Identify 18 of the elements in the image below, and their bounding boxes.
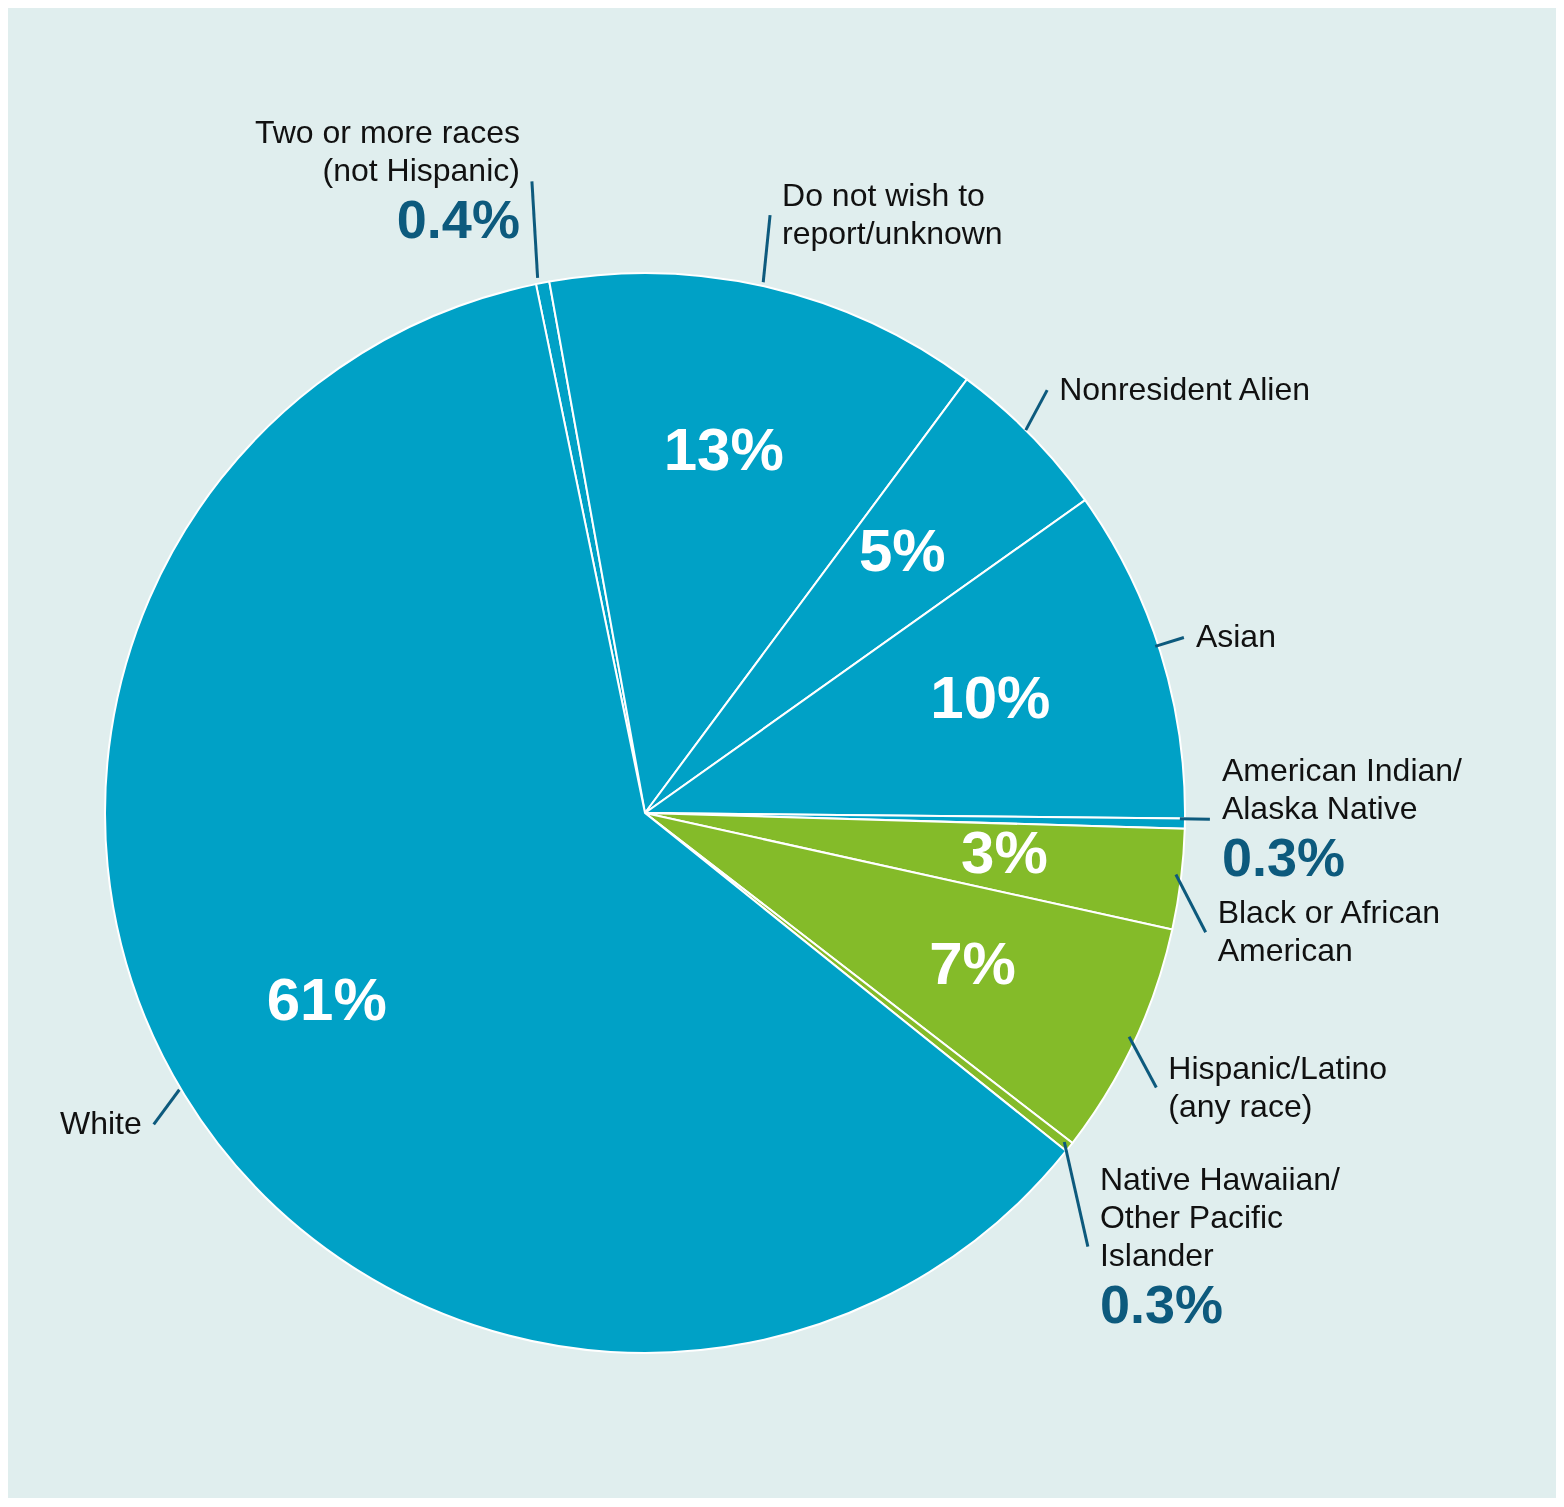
slice-label: Hispanic/Latino (any race) (1168, 1049, 1388, 1124)
slice-label: American Indian/ Alaska Native (1221, 752, 1463, 827)
data-label: 0.3% (1099, 1273, 1223, 1334)
data-label: 61% (266, 965, 387, 1033)
slice-label: Black or African American (1217, 894, 1440, 969)
data-label: 0.4% (396, 189, 520, 250)
slice-label: White (59, 1105, 142, 1142)
slice-label: Native Hawaiian/ Other Pacific Islander (1099, 1160, 1341, 1273)
data-label: 5% (858, 517, 946, 585)
slice-label: Nonresident Alien (1059, 371, 1311, 408)
data-label: 13% (663, 416, 784, 484)
data-label: 0.3% (1221, 827, 1345, 888)
data-label: 10% (930, 664, 1051, 732)
data-label: 7% (929, 929, 1016, 997)
slice-label: Asian (1195, 618, 1276, 655)
data-label: 3% (961, 819, 1048, 887)
slice-label: Do not wish to report/unknown (782, 177, 1003, 252)
slice-label: Two or more races (not Hispanic) (254, 114, 520, 189)
